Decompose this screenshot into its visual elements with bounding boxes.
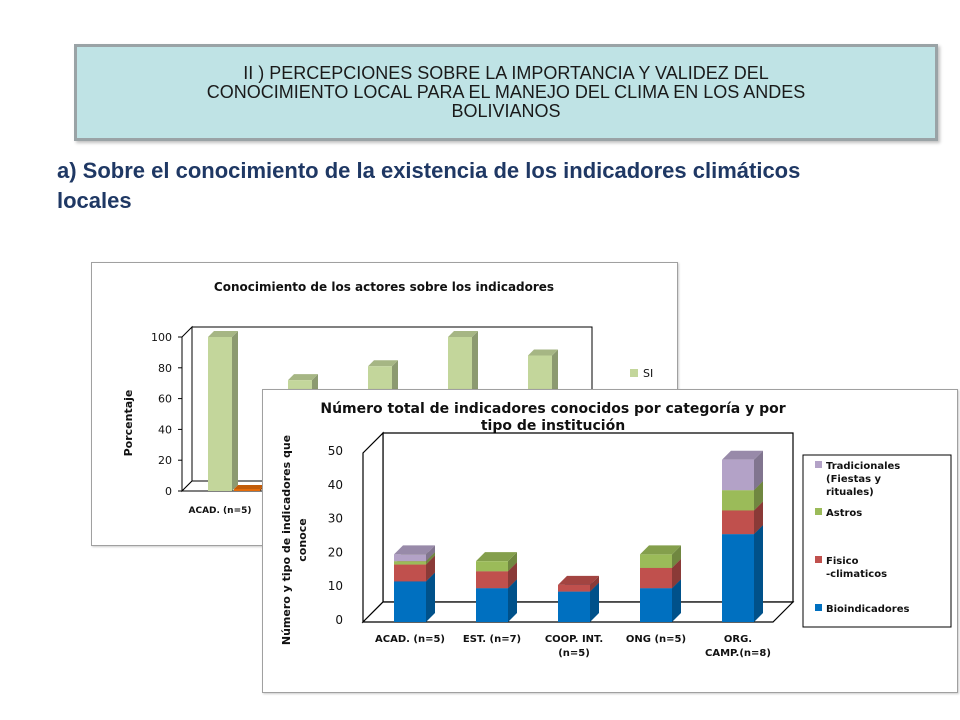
chart-2-legend-label: Tradicionales (826, 461, 900, 472)
chart-2-y-tick-label: 10 (328, 579, 343, 593)
slide-subtitle: a) Sobre el conocimiento de la existenci… (57, 158, 801, 213)
chart-1-y-tick-label: 0 (165, 485, 172, 498)
chart-2-x-tick-label: ONG (n=5) (626, 634, 686, 645)
chart-1-legend-swatch (630, 369, 638, 377)
chart-2-y-axis-label-line-2: conoce (296, 518, 309, 561)
chart-1-x-tick-label: ACAD. (n=5) (189, 506, 252, 516)
chart-2-bar-segment (476, 552, 517, 572)
chart-2-bar-segment (640, 545, 681, 568)
chart-2-y-tick-label: 50 (328, 444, 343, 458)
chart-2-legend-swatch (815, 556, 822, 563)
chart-1-legend-label: SI (643, 367, 653, 380)
chart-1-y-tick-label: 60 (158, 393, 172, 406)
chart-2-x-tick-label: CAMP.(n=8) (705, 648, 771, 659)
chart-1-y-tick-label: 20 (158, 454, 172, 467)
chart-2-side-wall (362, 431, 384, 624)
chart-2-bar-segment (722, 450, 763, 491)
chart-1-bar-si (208, 331, 238, 491)
chart-2-legend-swatch (815, 461, 822, 468)
chart-indicator-count: Número total de indicadores conocidos po… (262, 389, 958, 693)
chart-2-legend-label: Fisico (826, 556, 859, 567)
chart-2-legend-swatch (815, 508, 822, 515)
chart-1-y-axis-label: Porcentaje (122, 390, 135, 457)
chart-2-legend-swatch (815, 604, 822, 611)
chart-2-title-line-2: tipo de institución (481, 418, 625, 434)
chart-1-title: Conocimiento de los actores sobre los in… (214, 280, 554, 294)
chart-2-bar-segment (722, 525, 763, 622)
chart-2-y-tick-label: 0 (335, 613, 343, 627)
section-banner: II ) PERCEPCIONES SOBRE LA IMPORTANCIA Y… (74, 44, 938, 141)
chart-2-y-tick-label: 30 (328, 512, 343, 526)
chart-2-x-tick-label: EST. (n=7) (463, 634, 521, 645)
chart-2-bar-segment (394, 545, 435, 562)
chart-2-x-tick-label: COOP. INT. (545, 634, 603, 645)
banner-title: II ) PERCEPCIONES SOBRE LA IMPORTANCIA Y… (206, 63, 806, 121)
chart-1-y-tick-label: 40 (158, 423, 172, 436)
chart-2-title-line-1: Número total de indicadores conocidos po… (320, 401, 785, 417)
chart-1-side-wall (181, 325, 193, 493)
chart-2-x-tick-label: (n=5) (558, 648, 590, 659)
chart-2-bar-segment (558, 575, 599, 592)
chart-2-y-tick-label: 20 (328, 545, 343, 559)
chart-2-x-tick-label: ACAD. (n=5) (375, 634, 445, 645)
chart-2-x-tick-label: ORG. (724, 634, 752, 645)
chart-2-legend-label: Bioindicadores (826, 604, 909, 615)
chart-2-legend-label: -climaticos (826, 569, 887, 580)
chart-2-legend-box (802, 454, 952, 628)
chart-2-y-tick-label: 40 (328, 478, 343, 492)
chart-1-y-tick-label: 100 (151, 331, 172, 344)
chart-2-y-axis-label-line-1: Número y tipo de indicadores que (280, 435, 293, 645)
chart-1-y-tick-label: 80 (158, 362, 172, 375)
chart-2-legend-label: Astros (826, 508, 862, 519)
chart-1-bar-no (234, 485, 264, 491)
chart-2-legend-label: rituales) (826, 487, 874, 498)
chart-2-svg: Número total de indicadores conocidos po… (280, 401, 952, 659)
chart-2-legend-label: (Fiestas y (826, 474, 882, 485)
